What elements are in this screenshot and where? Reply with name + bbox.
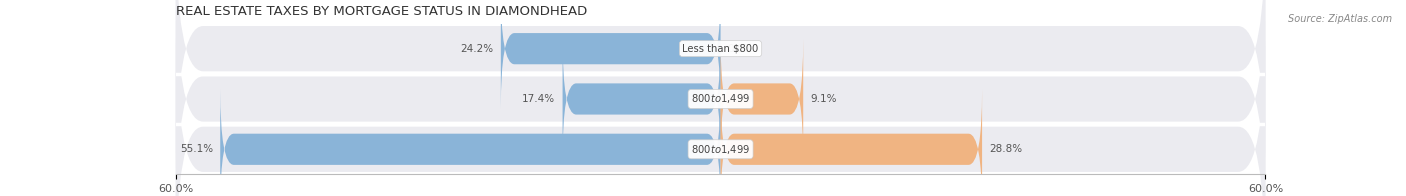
Text: 28.8%: 28.8% <box>990 144 1022 154</box>
FancyBboxPatch shape <box>221 89 721 196</box>
Text: 55.1%: 55.1% <box>180 144 212 154</box>
Text: 17.4%: 17.4% <box>522 94 555 104</box>
FancyBboxPatch shape <box>501 0 721 109</box>
FancyBboxPatch shape <box>562 39 721 159</box>
FancyBboxPatch shape <box>176 0 1265 177</box>
Text: $800 to $1,499: $800 to $1,499 <box>692 93 749 105</box>
Text: 24.2%: 24.2% <box>460 44 494 54</box>
Text: 9.1%: 9.1% <box>810 94 837 104</box>
FancyBboxPatch shape <box>721 89 983 196</box>
Text: Less than $800: Less than $800 <box>682 44 759 54</box>
Text: REAL ESTATE TAXES BY MORTGAGE STATUS IN DIAMONDHEAD: REAL ESTATE TAXES BY MORTGAGE STATUS IN … <box>176 5 586 18</box>
FancyBboxPatch shape <box>176 21 1265 196</box>
FancyBboxPatch shape <box>176 0 1265 196</box>
Text: $800 to $1,499: $800 to $1,499 <box>692 143 749 156</box>
Text: 0.0%: 0.0% <box>728 44 754 54</box>
Text: Source: ZipAtlas.com: Source: ZipAtlas.com <box>1288 14 1392 24</box>
FancyBboxPatch shape <box>721 39 803 159</box>
